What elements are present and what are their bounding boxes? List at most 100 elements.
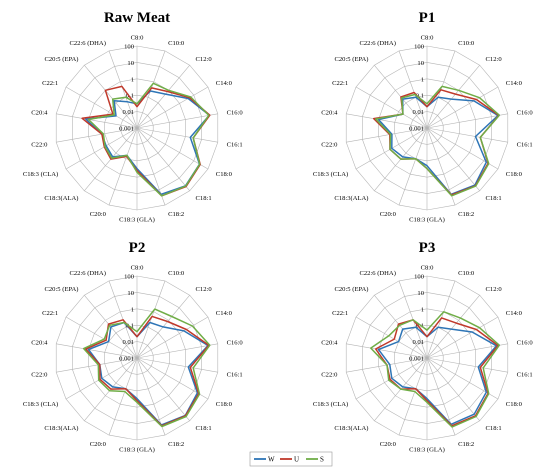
category-label-c18-0: C18:0 bbox=[216, 401, 233, 408]
grid-spoke bbox=[355, 86, 428, 129]
grid-spoke bbox=[426, 357, 480, 421]
category-label-c14-0: C14:0 bbox=[216, 80, 233, 87]
grid-spoke bbox=[108, 50, 138, 129]
category-label-c10-0: C10:0 bbox=[458, 40, 475, 47]
category-label-c18-0: C18:0 bbox=[506, 171, 523, 178]
category-label-c22-1: C22:1 bbox=[42, 80, 58, 87]
series-line-w bbox=[377, 326, 498, 426]
grid-spoke bbox=[426, 295, 480, 359]
category-label-c16-0: C16:0 bbox=[227, 340, 244, 347]
category-label-c18-2: C18:2 bbox=[168, 441, 184, 448]
category-label-c18-3-gla: C18:3 (GLA) bbox=[409, 217, 445, 224]
category-label-c20-4: C20:4 bbox=[31, 340, 48, 347]
series-line-s bbox=[374, 85, 501, 197]
category-label-c20-5-epa: C20:5 (EPA) bbox=[44, 56, 78, 63]
radial-tick-label: 100 bbox=[124, 44, 135, 51]
grid-spoke bbox=[136, 127, 209, 170]
series-line-u bbox=[84, 315, 210, 427]
series-line-s bbox=[87, 82, 210, 197]
category-label-c18-3-cla: C18:3 (CLA) bbox=[313, 171, 348, 178]
radial-tick-label: 100 bbox=[414, 274, 425, 281]
grid-spoke bbox=[136, 65, 190, 129]
category-label-c18-1: C18:1 bbox=[486, 425, 502, 432]
grid-spoke bbox=[56, 113, 138, 129]
radial-tick-label: 0.1 bbox=[416, 323, 424, 330]
chart-panel-p3: P3 100 10 1 0.1 0.01 0.001 C8:0 C10:0 C12:0 C14:0 C… bbox=[313, 240, 534, 454]
grid-spoke bbox=[136, 113, 218, 129]
grid-spoke bbox=[84, 65, 138, 129]
grid-spoke bbox=[355, 316, 428, 359]
chart-panel-p2: P21001010.10.010.001C8:0C10:0C12:0C14:0C… bbox=[23, 240, 244, 454]
category-label-c22-6-dha: C22:6 (DHA) bbox=[69, 270, 105, 277]
category-label-c18-3-cla: C18:3 (CLA) bbox=[313, 401, 348, 408]
category-label-c18-1: C18:1 bbox=[486, 195, 502, 202]
category-label-c8-0: C8:0 bbox=[131, 35, 145, 42]
legend-label-w: W bbox=[268, 456, 275, 464]
chart-title: P2 bbox=[129, 240, 146, 256]
category-label-c14-0: C14:0 bbox=[506, 80, 523, 87]
category-label-c18-0: C18:0 bbox=[216, 171, 233, 178]
category-label-c16-0: C16:0 bbox=[517, 110, 534, 117]
category-label-c22-0: C22:0 bbox=[321, 371, 338, 378]
radial-tick-label: 0.01 bbox=[412, 109, 424, 116]
category-label-c12-0: C12:0 bbox=[196, 56, 213, 63]
category-label-c20-0: C20:0 bbox=[90, 441, 107, 448]
category-label-c18-3-gla: C18:3 (GLA) bbox=[409, 447, 445, 454]
grid-spoke bbox=[108, 357, 138, 436]
category-label-c12-0: C12:0 bbox=[196, 286, 213, 293]
category-label-c22-6-dha: C22:6 (DHA) bbox=[359, 270, 395, 277]
grid-spoke bbox=[56, 127, 138, 143]
radial-tick-label: 100 bbox=[414, 44, 425, 51]
grid-spoke bbox=[136, 357, 209, 400]
radial-tick-label: 10 bbox=[417, 60, 424, 67]
grid-spoke bbox=[398, 357, 428, 436]
chart-title: P1 bbox=[419, 10, 436, 26]
category-label-c16-1: C16:1 bbox=[517, 371, 533, 378]
radial-tick-label: 1 bbox=[131, 306, 134, 313]
grid-spoke bbox=[426, 316, 499, 359]
legend-label-s: S bbox=[320, 456, 324, 464]
category-label-c10-0: C10:0 bbox=[168, 270, 185, 277]
category-label-c14-0: C14:0 bbox=[506, 310, 523, 317]
series-line-w bbox=[84, 90, 211, 196]
grid-spoke bbox=[426, 357, 508, 373]
category-label-c16-0: C16:0 bbox=[517, 340, 534, 347]
grid-spoke bbox=[65, 127, 138, 170]
grid-spoke bbox=[374, 295, 428, 359]
category-label-c22-6-dha: C22:6 (DHA) bbox=[359, 40, 395, 47]
series-line-s bbox=[370, 311, 501, 428]
radial-tick-label: 1 bbox=[421, 306, 424, 313]
grid-spoke bbox=[136, 280, 166, 359]
radial-tick-label: 100 bbox=[124, 274, 135, 281]
radial-tick-label: 10 bbox=[127, 60, 134, 67]
grid-spoke bbox=[136, 357, 218, 373]
category-label-c18-2: C18:2 bbox=[168, 211, 184, 218]
radial-tick-label: 1 bbox=[131, 76, 134, 83]
category-label-c22-0: C22:0 bbox=[31, 371, 48, 378]
grid-spoke bbox=[136, 127, 166, 206]
grid-spoke bbox=[426, 65, 480, 129]
category-label-c12-0: C12:0 bbox=[486, 286, 503, 293]
grid-spoke bbox=[136, 316, 209, 359]
grid-spoke bbox=[136, 357, 166, 436]
radial-tick-label: 0.001 bbox=[409, 126, 424, 133]
grid-spoke bbox=[398, 127, 428, 206]
category-label-c22-0: C22:0 bbox=[31, 141, 48, 148]
series-line-w bbox=[87, 321, 209, 426]
series-line-u bbox=[374, 317, 499, 427]
grid-spoke bbox=[346, 343, 428, 359]
category-label-c18-3-ala: C18:3(ALA) bbox=[44, 195, 78, 202]
series-line-u bbox=[81, 85, 211, 197]
grid-spoke bbox=[136, 86, 209, 129]
radial-tick-label: 1 bbox=[421, 76, 424, 83]
grid-spoke bbox=[136, 127, 190, 191]
grid-spoke bbox=[108, 127, 138, 206]
category-label-c18-3-cla: C18:3 (CLA) bbox=[23, 171, 58, 178]
category-label-c18-3-gla: C18:3 (GLA) bbox=[119, 447, 155, 454]
category-label-c22-1: C22:1 bbox=[332, 80, 348, 87]
chart-panel-p1: P1 100 10 1 0.1 0.01 0.001 C8:0 C10:0 C12:0 C14:0 C… bbox=[313, 10, 534, 224]
radial-tick-label: 0.1 bbox=[416, 93, 424, 100]
